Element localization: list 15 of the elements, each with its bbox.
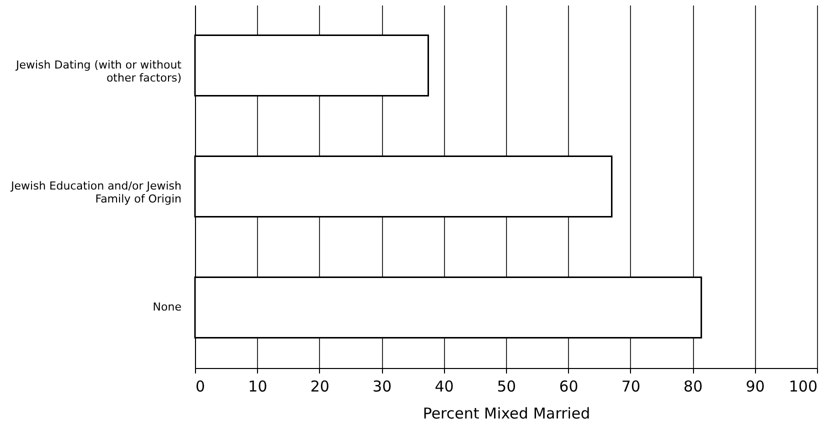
x-tick-label: 20 bbox=[310, 378, 330, 396]
x-tick-label: 30 bbox=[372, 378, 392, 396]
x-tick-label: 50 bbox=[496, 378, 516, 396]
x-tick-label: 100 bbox=[788, 378, 818, 396]
x-tick-label: 0 bbox=[196, 378, 206, 396]
x-tick-label: 80 bbox=[684, 378, 703, 396]
y-tick-label: None bbox=[152, 300, 182, 314]
x-tick-label: 70 bbox=[621, 378, 640, 396]
x-axis-title: Percent Mixed Married bbox=[422, 404, 590, 422]
y-tick-label: Jewish Education and/or Jewish Family of Origin bbox=[10, 180, 182, 206]
x-tick-label: 40 bbox=[434, 378, 454, 396]
x-tick-label: 10 bbox=[248, 378, 268, 396]
y-tick-label: Jewish Dating (with or without other factors) bbox=[14, 58, 182, 84]
x-tick-label: 90 bbox=[746, 378, 765, 396]
x-tick-label: 60 bbox=[559, 378, 578, 396]
